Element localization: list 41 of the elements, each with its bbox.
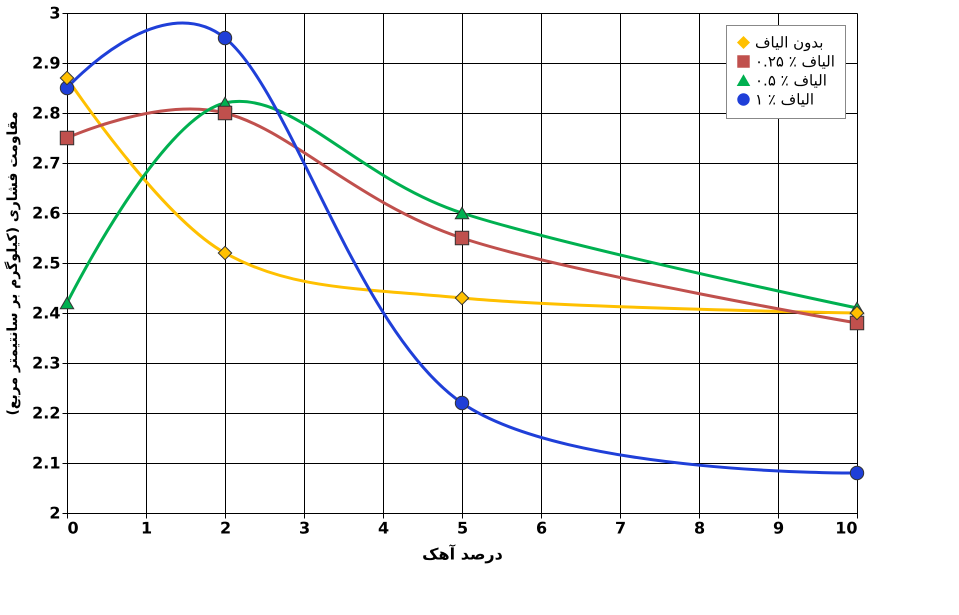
- y-tick-label: 3: [49, 4, 60, 22]
- y-tick-label: 2.1: [32, 454, 60, 472]
- x-tick-label: 6: [536, 518, 548, 538]
- legend-label: ۱ ٪ الیاف: [755, 90, 814, 108]
- point: [454, 290, 470, 306]
- legend-label: ۰.۲۵ ٪ الیاف: [755, 52, 835, 70]
- x-axis-title: درصد آهک: [422, 544, 503, 564]
- point: [454, 206, 470, 220]
- y-tick-label: 2.4: [32, 304, 60, 322]
- legend-label: بدون الیاف: [755, 34, 824, 52]
- x-tick-label: 10: [835, 518, 858, 538]
- y-tick-label: 2.6: [32, 204, 60, 222]
- point: [218, 106, 232, 120]
- point: [60, 70, 74, 86]
- legend-label: ۰.۵ ٪ الیاف: [755, 72, 827, 90]
- x-tick-label: 8: [694, 518, 706, 538]
- y-tick-label: 2.3: [32, 354, 60, 372]
- x-tick-label: 5: [456, 518, 468, 538]
- x-tick-label: 3: [298, 518, 310, 538]
- x-tick-label: 0: [68, 518, 79, 538]
- point: [60, 80, 74, 96]
- x-tick-label: 2: [220, 518, 232, 538]
- x-tick-label: 4: [378, 518, 390, 538]
- point: [218, 246, 232, 260]
- point: [454, 396, 470, 410]
- point: [60, 130, 74, 146]
- point: [850, 466, 864, 480]
- y-axis-title: مقاومت فشاری (کیلوگرم بر سانتیمتر مربع): [4, 111, 22, 416]
- x-tick-label: 9: [772, 518, 784, 538]
- y-tick-label: 2: [49, 504, 60, 522]
- y-tick-label: 2.2: [32, 404, 60, 422]
- x-tick-label: 1: [140, 518, 152, 538]
- point: [850, 306, 864, 320]
- y-tick-label: 2.9: [32, 54, 60, 72]
- point: [60, 296, 74, 310]
- y-tick-label: 2.5: [32, 254, 60, 272]
- y-tick-label: 2.8: [32, 104, 60, 122]
- y-tick-label: 2.7: [32, 154, 60, 172]
- x-tick-label: 7: [614, 518, 626, 538]
- point: [218, 30, 232, 46]
- point: [454, 230, 470, 246]
